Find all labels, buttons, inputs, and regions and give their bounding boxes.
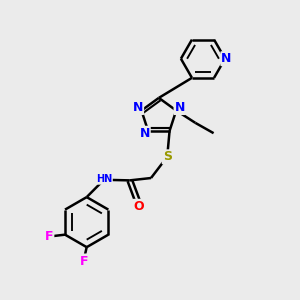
- Text: N: N: [133, 101, 143, 114]
- Text: F: F: [45, 230, 53, 243]
- Text: S: S: [163, 150, 172, 163]
- Text: HN: HN: [96, 174, 112, 184]
- Text: O: O: [134, 200, 144, 213]
- Text: N: N: [221, 52, 232, 65]
- Text: N: N: [140, 127, 150, 140]
- Text: N: N: [175, 101, 185, 114]
- Text: F: F: [80, 254, 88, 268]
